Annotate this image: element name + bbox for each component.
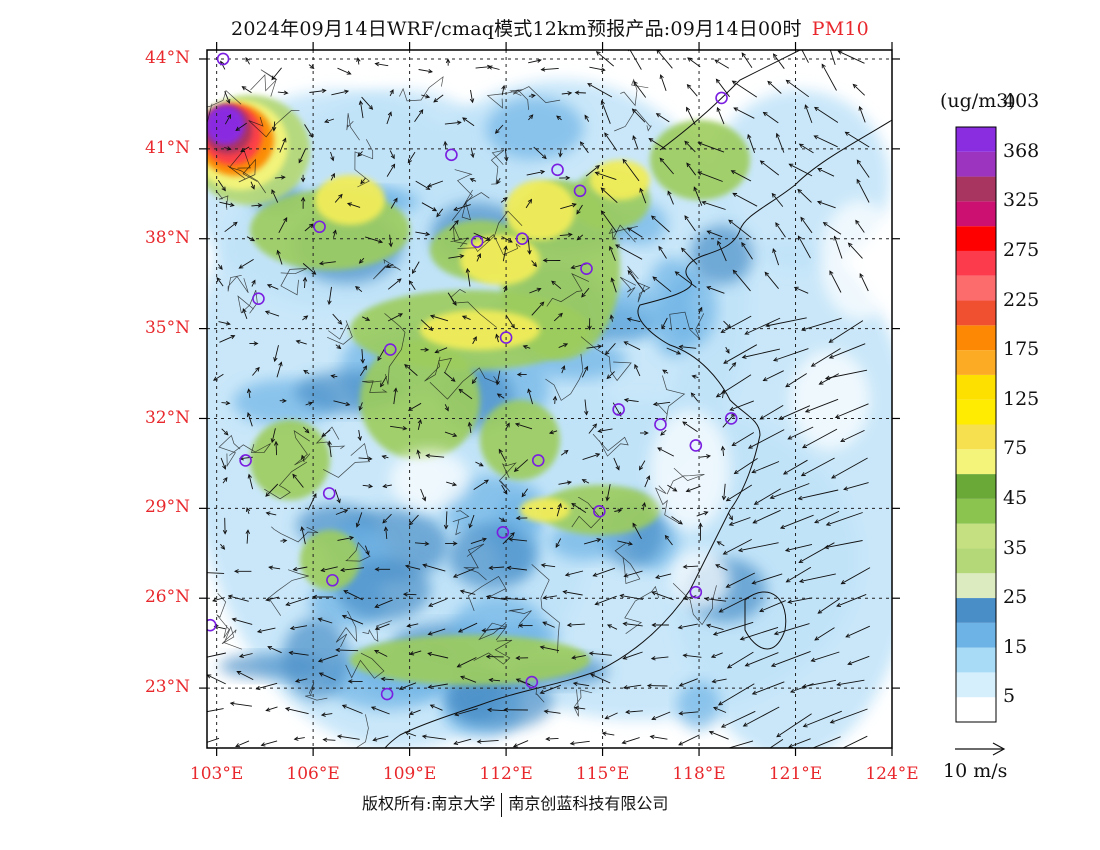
axis-ticks (199, 42, 900, 756)
station-marker (580, 262, 593, 275)
station-marker (380, 687, 394, 701)
station-marker (499, 331, 513, 344)
station-marker (531, 454, 545, 467)
colorbar-segment (956, 127, 996, 152)
station-marker (724, 412, 738, 425)
lat-label: 26°N (144, 587, 190, 608)
lat-label: 35°N (144, 317, 190, 338)
lat-label: 29°N (144, 497, 190, 518)
lon-label: 121°E (768, 764, 823, 784)
station-marker (239, 454, 252, 467)
colorbar-segment (956, 697, 996, 722)
city-stations (207, 52, 738, 701)
colorbar-segment (956, 622, 996, 648)
station-marker (207, 618, 217, 632)
lon-label: 118°E (672, 764, 726, 784)
station-marker (715, 91, 728, 105)
graticule (207, 50, 892, 748)
colorbar-segment (956, 226, 996, 251)
station-marker (326, 573, 339, 587)
colorbar-segment (956, 350, 996, 375)
station-marker (496, 526, 510, 539)
legend-label: 125 (1003, 387, 1040, 410)
lon-label: 109°E (382, 764, 437, 784)
legend-label: 15 (1003, 635, 1028, 658)
colorbar-segment (956, 647, 996, 673)
legend-label: 275 (1003, 239, 1040, 261)
colorbar-segment (956, 573, 996, 599)
colorbar-segment (956, 424, 996, 450)
colorbar-segment (956, 672, 996, 698)
lon-label: 115°E (575, 764, 630, 784)
lon-label: 112°E (479, 764, 533, 784)
reference-arrow (955, 742, 1006, 756)
copyright-left: 版权所有:南京大学 (362, 794, 496, 813)
colorbar-segment (956, 275, 996, 301)
legend-unit: (ug/m3) (940, 90, 1016, 112)
legend-label: 45 (1003, 486, 1028, 509)
wind-reference-label: 10 m/s (943, 760, 1008, 782)
legend-label: 75 (1003, 437, 1028, 460)
lat-label: 38°N (144, 227, 190, 248)
map-frame (206, 49, 893, 749)
colorbar-segment (956, 474, 996, 499)
station-marker (525, 675, 539, 689)
station-marker (689, 585, 703, 599)
lat-label: 41°N (144, 137, 190, 158)
station-marker (313, 220, 326, 234)
colorbar-segment (956, 151, 996, 177)
colorbar-segment (956, 598, 996, 623)
colorbar-segment (956, 325, 996, 351)
pm10-concentration-field (207, 50, 892, 748)
lat-label: 23°N (144, 677, 190, 698)
colorbar-segment (956, 449, 996, 475)
colorbar (955, 126, 997, 723)
colorbar-segment (956, 250, 996, 276)
title-text: 2024年09月14日WRF/cmaq模式12km预报产品:09月14日00时 (231, 18, 802, 40)
station-marker (470, 235, 484, 249)
pollutant-label: PM10 (811, 18, 869, 40)
map-panel (207, 50, 892, 748)
lon-label: 124°E (865, 764, 919, 784)
station-marker (612, 403, 625, 416)
colorbar-segment (956, 498, 996, 524)
legend-label: 225 (1003, 288, 1040, 311)
colorbar-segment (956, 300, 996, 326)
colorbar-segment (956, 548, 996, 574)
lat-label: 44°N (144, 48, 190, 68)
station-marker (322, 487, 336, 500)
station-marker (654, 418, 667, 431)
station-marker (216, 52, 230, 66)
station-marker (445, 148, 458, 162)
colorbar-segment (956, 523, 996, 549)
legend-label: 35 (1003, 536, 1028, 559)
colorbar-segment (956, 374, 996, 400)
copyright-right: 南京创蓝科技有限公司 (508, 794, 669, 813)
colorbar-segment (956, 176, 996, 202)
legend-label: 325 (1003, 189, 1040, 212)
station-marker (593, 505, 606, 518)
copyright-footer: 版权所有:南京大学 南京创蓝科技有限公司 (362, 790, 668, 817)
station-marker (573, 184, 587, 198)
wind-vectors (207, 50, 871, 748)
coastline-layer (207, 50, 892, 748)
legend-label: 403 (1003, 90, 1040, 113)
legend-label: 175 (1003, 338, 1040, 361)
footer-divider (501, 792, 503, 817)
colorbar-segment (956, 201, 996, 227)
station-marker (384, 343, 397, 356)
lat-label: 32°N (144, 407, 190, 428)
legend-label: 368 (1003, 139, 1040, 162)
station-marker (515, 232, 529, 246)
legend-label: 25 (1003, 586, 1028, 608)
lon-label: 103°E (189, 764, 244, 784)
station-marker (252, 292, 265, 305)
legend-label: 5 (1003, 685, 1016, 708)
colorbar-segment (956, 399, 996, 425)
lon-label: 106°E (286, 764, 340, 784)
map-title: 2024年09月14日WRF/cmaq模式12km预报产品:09月14日00时 P… (0, 14, 1100, 41)
station-marker (689, 439, 703, 452)
station-marker (551, 163, 564, 177)
